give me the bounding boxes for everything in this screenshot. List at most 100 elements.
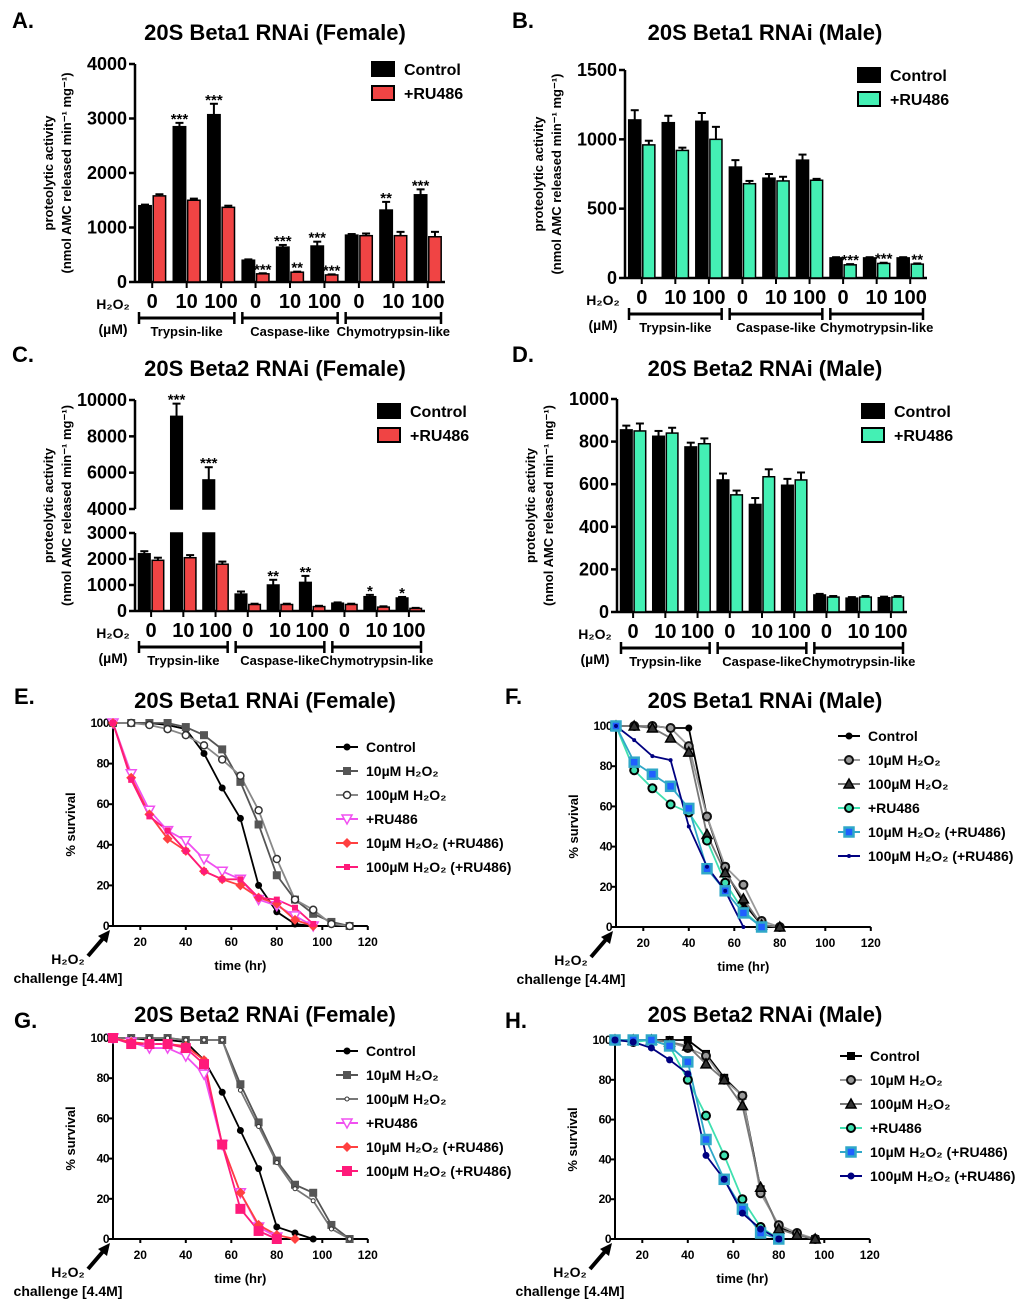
- y-tick-label: 3000: [87, 523, 127, 543]
- chart-title: 20S Beta2 RNAi (Female): [134, 1002, 396, 1027]
- bar: [151, 559, 165, 612]
- x-tick-label: 40: [681, 1248, 695, 1262]
- y-tick-label: 20: [97, 878, 110, 892]
- x-tick-label: 20: [636, 1248, 650, 1262]
- y-tick-label: 3000: [87, 109, 127, 129]
- marker-square: [683, 802, 695, 815]
- y-tick-label: 60: [599, 1113, 612, 1127]
- significance-marker: ***: [274, 233, 292, 250]
- dose-tick-label: 100: [874, 621, 907, 643]
- marker-triangle-down: [340, 1118, 354, 1130]
- panel-letter: B.: [512, 8, 534, 33]
- dose-tick-label: 100: [204, 291, 237, 313]
- bar: [843, 264, 857, 279]
- marker-circle: [218, 1088, 226, 1096]
- chart-title: 20S Beta2 RNAi (Male): [648, 1002, 883, 1027]
- marker-ring: [647, 783, 658, 794]
- marker-square: [646, 768, 659, 780]
- x-tick-label: 60: [728, 936, 742, 950]
- bar: [379, 209, 394, 283]
- annotation-challenge: challenge [4.4M]: [517, 971, 626, 987]
- bar: [152, 195, 167, 283]
- marker-square: [309, 1188, 318, 1197]
- legend-swatch: [377, 427, 401, 443]
- legend-label: Control: [894, 404, 951, 421]
- significance-marker: ***: [323, 262, 341, 279]
- dose-unit-label: (µM): [588, 317, 617, 333]
- bar: [183, 556, 197, 612]
- y-tick-label: 1000: [87, 218, 127, 238]
- y-tick-label: 40: [97, 1152, 110, 1166]
- bar: [697, 442, 711, 613]
- y-tick-label: 800: [579, 432, 609, 452]
- marker-square: [144, 1039, 155, 1050]
- panel-letter: C.: [12, 342, 34, 367]
- legend-swatch: [377, 403, 401, 419]
- marker-square: [845, 1146, 857, 1158]
- y-tick-label: 500: [587, 199, 617, 219]
- marker-triangle: [773, 920, 787, 932]
- y-tick-label: 1000: [569, 389, 609, 409]
- bar: [695, 120, 709, 279]
- marker-open-circle: [342, 790, 352, 800]
- y-tick-label: 100: [592, 1033, 611, 1047]
- bar: [206, 113, 221, 283]
- y-tick-label: 100: [593, 719, 612, 733]
- legend-label: 100µM H₂O₂ (+RU486): [366, 859, 511, 875]
- y-axis-label: % survival: [566, 794, 581, 858]
- marker-open-circle: [217, 755, 227, 764]
- bar: [619, 429, 633, 613]
- panel-letter: H.: [505, 1008, 527, 1033]
- dose-tick-label: 10: [866, 287, 888, 309]
- legend-label: +RU486: [404, 86, 463, 103]
- marker-open-circle: [236, 771, 245, 781]
- dose-tick-label: 0: [838, 287, 849, 309]
- y-axis-label: proteolytic activity: [41, 447, 56, 563]
- y-axis-label-units: (nmol AMC released min⁻¹ mg⁻¹): [541, 405, 556, 606]
- y-axis-label-units: (nmol AMC released min⁻¹ mg⁻¹): [59, 72, 74, 273]
- marker-circle: [666, 1056, 674, 1064]
- marker-square: [343, 1071, 351, 1079]
- marker-square: [218, 745, 227, 754]
- series-line: [113, 722, 350, 927]
- marker-dot: [847, 854, 851, 858]
- series-line: [615, 725, 745, 928]
- marker-square: [700, 1133, 712, 1146]
- marker-triangle: [699, 1057, 713, 1069]
- bar: [255, 273, 270, 283]
- bar-panel-a: A. 20S Beta1 RNAi (Female)010002000300040…: [12, 8, 463, 339]
- x-tick-label: 120: [358, 935, 378, 949]
- y-tick-label: 100: [90, 1031, 109, 1045]
- marker-triangle: [681, 1039, 695, 1051]
- x-tick-label: 20: [134, 935, 148, 949]
- marker-open-circle: [237, 1087, 243, 1093]
- dose-label: H₂O₂: [96, 296, 129, 312]
- dose-tick-label: 100: [894, 287, 927, 309]
- legend-swatch: [861, 427, 885, 443]
- marker-circle: [291, 1229, 299, 1237]
- bar: [858, 596, 873, 613]
- marker-triangle: [772, 1222, 786, 1234]
- bar: [862, 257, 877, 279]
- marker-diamond: [342, 1142, 352, 1152]
- marker-triangle: [736, 1099, 749, 1111]
- bar: [215, 563, 229, 612]
- y-tick-label: 0: [117, 601, 127, 621]
- dose-tick-label: 0: [821, 621, 832, 643]
- marker-square: [237, 876, 244, 883]
- series-line: [615, 1039, 780, 1240]
- bar: [376, 606, 391, 612]
- marker-triangle: [754, 1180, 767, 1193]
- dose-tick-label: 10: [172, 620, 194, 642]
- marker-circle: [218, 784, 226, 792]
- x-tick-label: 120: [861, 936, 881, 950]
- legend-label: Control: [868, 728, 918, 744]
- panel-letter: D.: [512, 342, 534, 367]
- marker-open-circle: [126, 718, 136, 728]
- group-label: Trypsin-like: [639, 320, 711, 335]
- y-tick-label: 80: [97, 757, 110, 771]
- y-tick-label: 80: [600, 759, 613, 773]
- marker-open-circle: [272, 854, 282, 864]
- marker-triangle: [844, 1097, 858, 1109]
- y-tick-label: 1000: [577, 129, 617, 149]
